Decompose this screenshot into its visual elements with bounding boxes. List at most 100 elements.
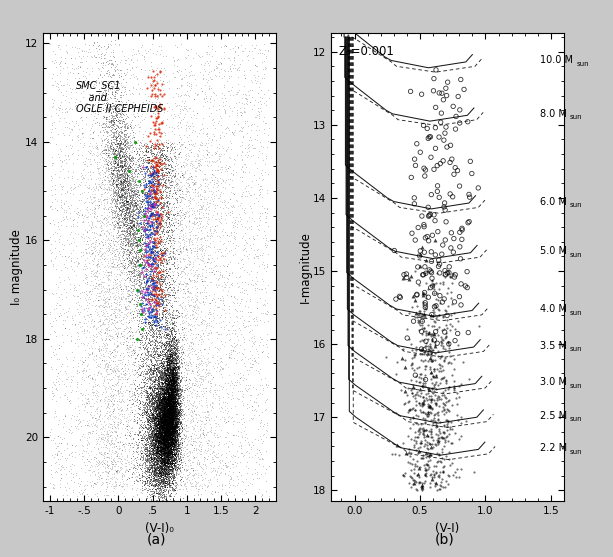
Point	[142, 182, 151, 191]
Point	[145, 382, 155, 391]
Point	[139, 408, 148, 417]
Point	[167, 421, 177, 430]
Point	[189, 446, 199, 455]
Point	[154, 214, 164, 223]
Point	[167, 402, 177, 411]
Point	[166, 373, 176, 382]
Point	[254, 340, 264, 349]
Point	[167, 452, 177, 461]
Point	[157, 413, 167, 422]
Point	[137, 249, 147, 258]
Point	[159, 481, 169, 490]
Point	[121, 134, 131, 143]
Point	[165, 453, 175, 462]
Point	[150, 458, 159, 467]
Point	[166, 428, 176, 437]
Point	[183, 472, 192, 481]
Point	[151, 373, 161, 382]
Point	[156, 417, 166, 426]
Point	[99, 135, 109, 144]
Point	[140, 130, 150, 139]
Point	[161, 426, 171, 435]
Point	[157, 447, 167, 456]
Point	[151, 196, 161, 205]
Point	[157, 447, 167, 456]
Point	[107, 334, 116, 343]
Point	[139, 391, 149, 400]
Point	[199, 345, 209, 354]
Point	[436, 340, 446, 349]
Point	[172, 345, 182, 354]
Point	[156, 428, 166, 437]
Point	[131, 138, 141, 147]
Point	[166, 176, 176, 185]
Point	[129, 309, 139, 318]
Point	[118, 162, 128, 171]
Point	[120, 157, 130, 165]
Point	[159, 458, 169, 467]
Point	[172, 419, 181, 428]
Point	[150, 480, 159, 488]
Point	[159, 427, 169, 436]
Point	[254, 82, 264, 91]
Point	[170, 426, 180, 434]
Point	[98, 301, 108, 310]
Point	[167, 401, 177, 410]
Point	[169, 441, 179, 449]
Point	[167, 409, 177, 418]
Point	[161, 435, 171, 444]
Point	[110, 220, 120, 229]
Point	[161, 439, 171, 448]
Point	[152, 437, 162, 446]
Point	[140, 479, 150, 488]
Point	[163, 378, 173, 387]
Point	[167, 407, 177, 416]
Point	[163, 396, 173, 405]
Point	[169, 257, 179, 266]
Point	[399, 399, 409, 408]
Point	[164, 238, 173, 247]
Point	[151, 466, 161, 475]
Point	[165, 424, 175, 433]
Point	[225, 480, 235, 489]
Point	[457, 226, 467, 234]
Point	[157, 436, 167, 444]
Point	[153, 380, 162, 389]
Point	[161, 120, 171, 129]
Point	[151, 397, 161, 405]
Point	[87, 120, 97, 129]
Point	[259, 203, 268, 212]
Point	[148, 242, 158, 251]
Point	[116, 402, 126, 411]
Point	[146, 364, 156, 373]
Point	[221, 487, 230, 496]
Point	[440, 306, 450, 315]
Point	[159, 404, 169, 413]
Point	[126, 223, 136, 232]
Point	[140, 472, 150, 481]
Point	[120, 199, 129, 208]
Point	[160, 446, 170, 455]
Point	[173, 441, 183, 449]
Point	[156, 447, 166, 456]
Point	[160, 179, 170, 188]
Point	[162, 383, 172, 392]
Point	[166, 421, 176, 430]
Point	[153, 433, 163, 442]
Point	[168, 395, 178, 404]
Point	[159, 435, 169, 444]
Point	[169, 391, 179, 400]
Point	[197, 208, 207, 217]
Point	[91, 389, 101, 398]
Point	[202, 77, 211, 86]
Point	[142, 393, 152, 402]
Point	[155, 403, 165, 412]
Point	[146, 188, 156, 197]
Point	[73, 308, 83, 317]
Point	[165, 422, 175, 431]
Point	[166, 409, 175, 418]
Point	[168, 382, 178, 391]
Point	[123, 418, 133, 427]
Point	[120, 232, 129, 241]
Point	[109, 207, 118, 216]
